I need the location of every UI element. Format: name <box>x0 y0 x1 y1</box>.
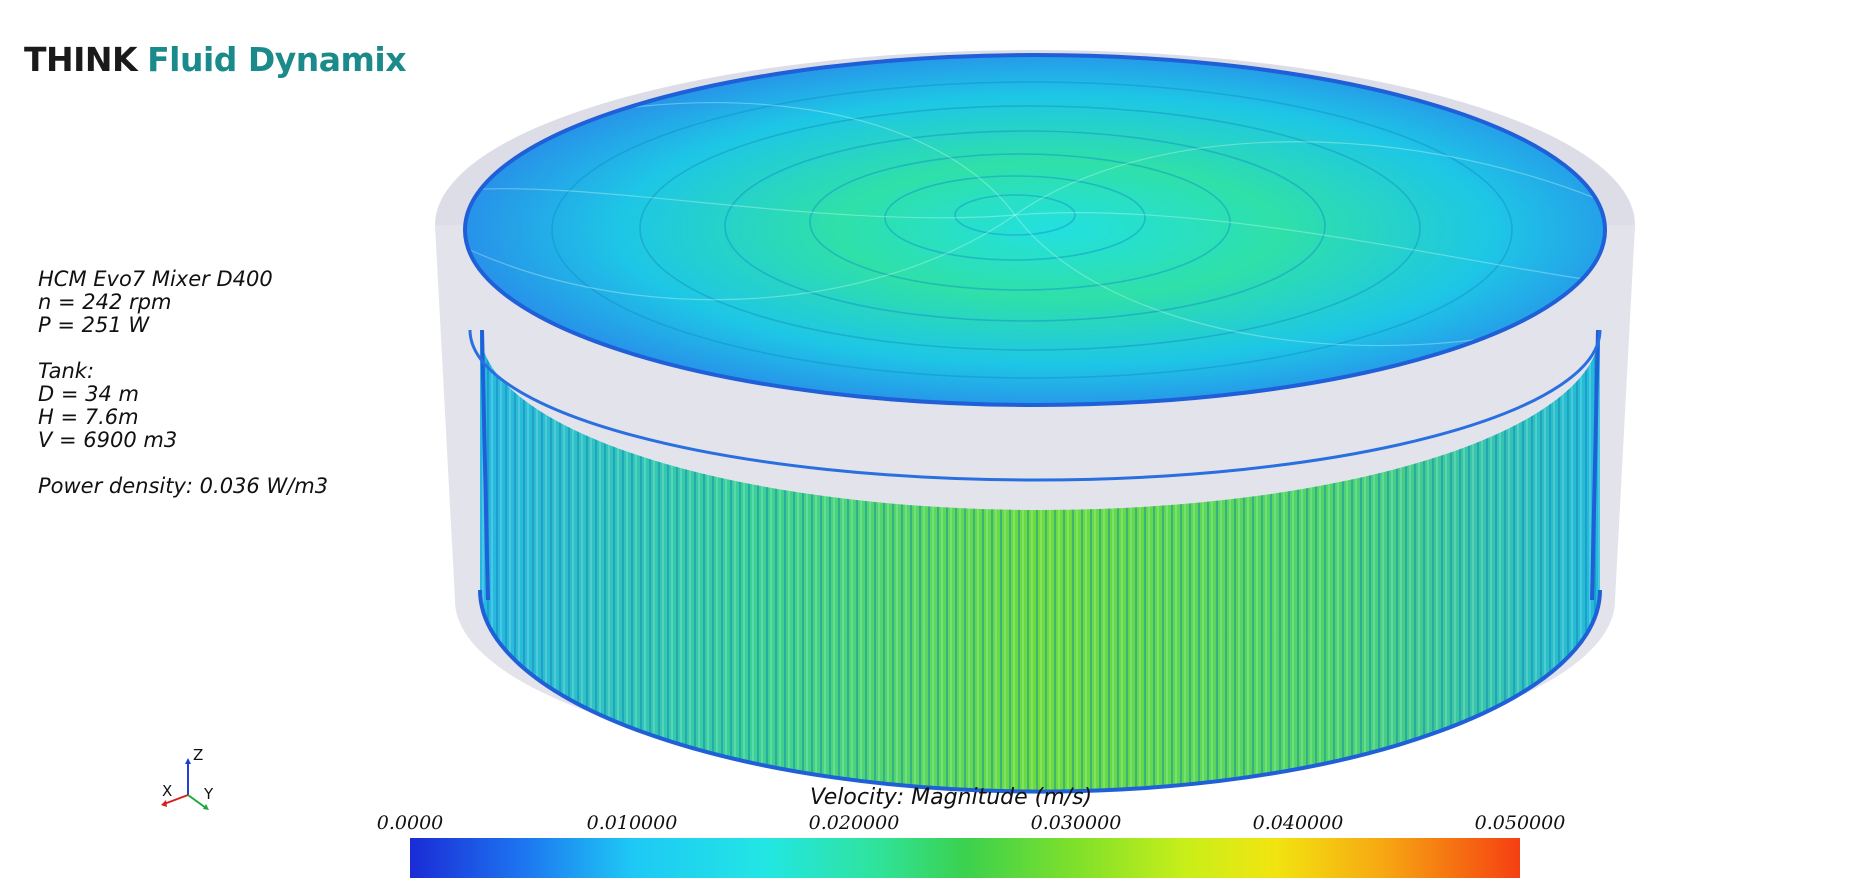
side-bottom-edge <box>478 589 1602 794</box>
tank-volume: V = 6900 m3 <box>38 428 178 452</box>
colorbar-tick: 0.010000 <box>586 812 678 834</box>
colorbar-tick: 0.050000 <box>1474 812 1566 834</box>
x-arrow <box>161 800 167 807</box>
mixer-power: P = 251 W <box>38 313 150 337</box>
y-arrow <box>203 804 209 810</box>
tank-diameter: D = 34 m <box>38 382 139 406</box>
power-density: Power density: 0.036 W/m3 <box>38 474 329 498</box>
simulation-info: HCM Evo7 Mixer D400 n = 242 rpm P = 251 … <box>38 268 328 498</box>
company-logo: THINK Fluid Dynamix <box>24 40 407 79</box>
y-axis <box>187 794 207 809</box>
side-left-edge <box>480 329 490 601</box>
tank-heading: Tank: <box>38 359 95 383</box>
colorbar-tick: 0.040000 <box>1252 812 1344 834</box>
colorbar-tick: 0.0000 <box>376 812 444 834</box>
logo-fluid-dynamix: Fluid Dynamix <box>147 40 407 79</box>
colorbar-tick: 0.030000 <box>1030 812 1122 834</box>
logo-think: THINK <box>24 40 138 79</box>
axis-triad: Z X Y <box>161 746 214 810</box>
top-streamlines <box>465 55 1605 405</box>
z-label: Z <box>193 746 203 764</box>
colorbar-tick: 0.020000 <box>808 812 900 834</box>
inner-rim <box>468 329 1602 482</box>
x-label: X <box>162 782 172 800</box>
side-right-edge <box>1590 329 1600 601</box>
velocity-colorbar <box>410 838 1520 878</box>
tank-height: H = 7.6m <box>38 405 139 429</box>
mixer-name: HCM Evo7 Mixer D400 <box>38 267 273 291</box>
z-arrow <box>185 758 191 764</box>
mixer-speed: n = 242 rpm <box>38 290 172 314</box>
x-axis <box>163 794 189 805</box>
top-rim <box>463 53 1607 407</box>
y-label: Y <box>203 785 214 803</box>
colorbar-title: Velocity: Magnitude (m/s) <box>810 785 1093 810</box>
